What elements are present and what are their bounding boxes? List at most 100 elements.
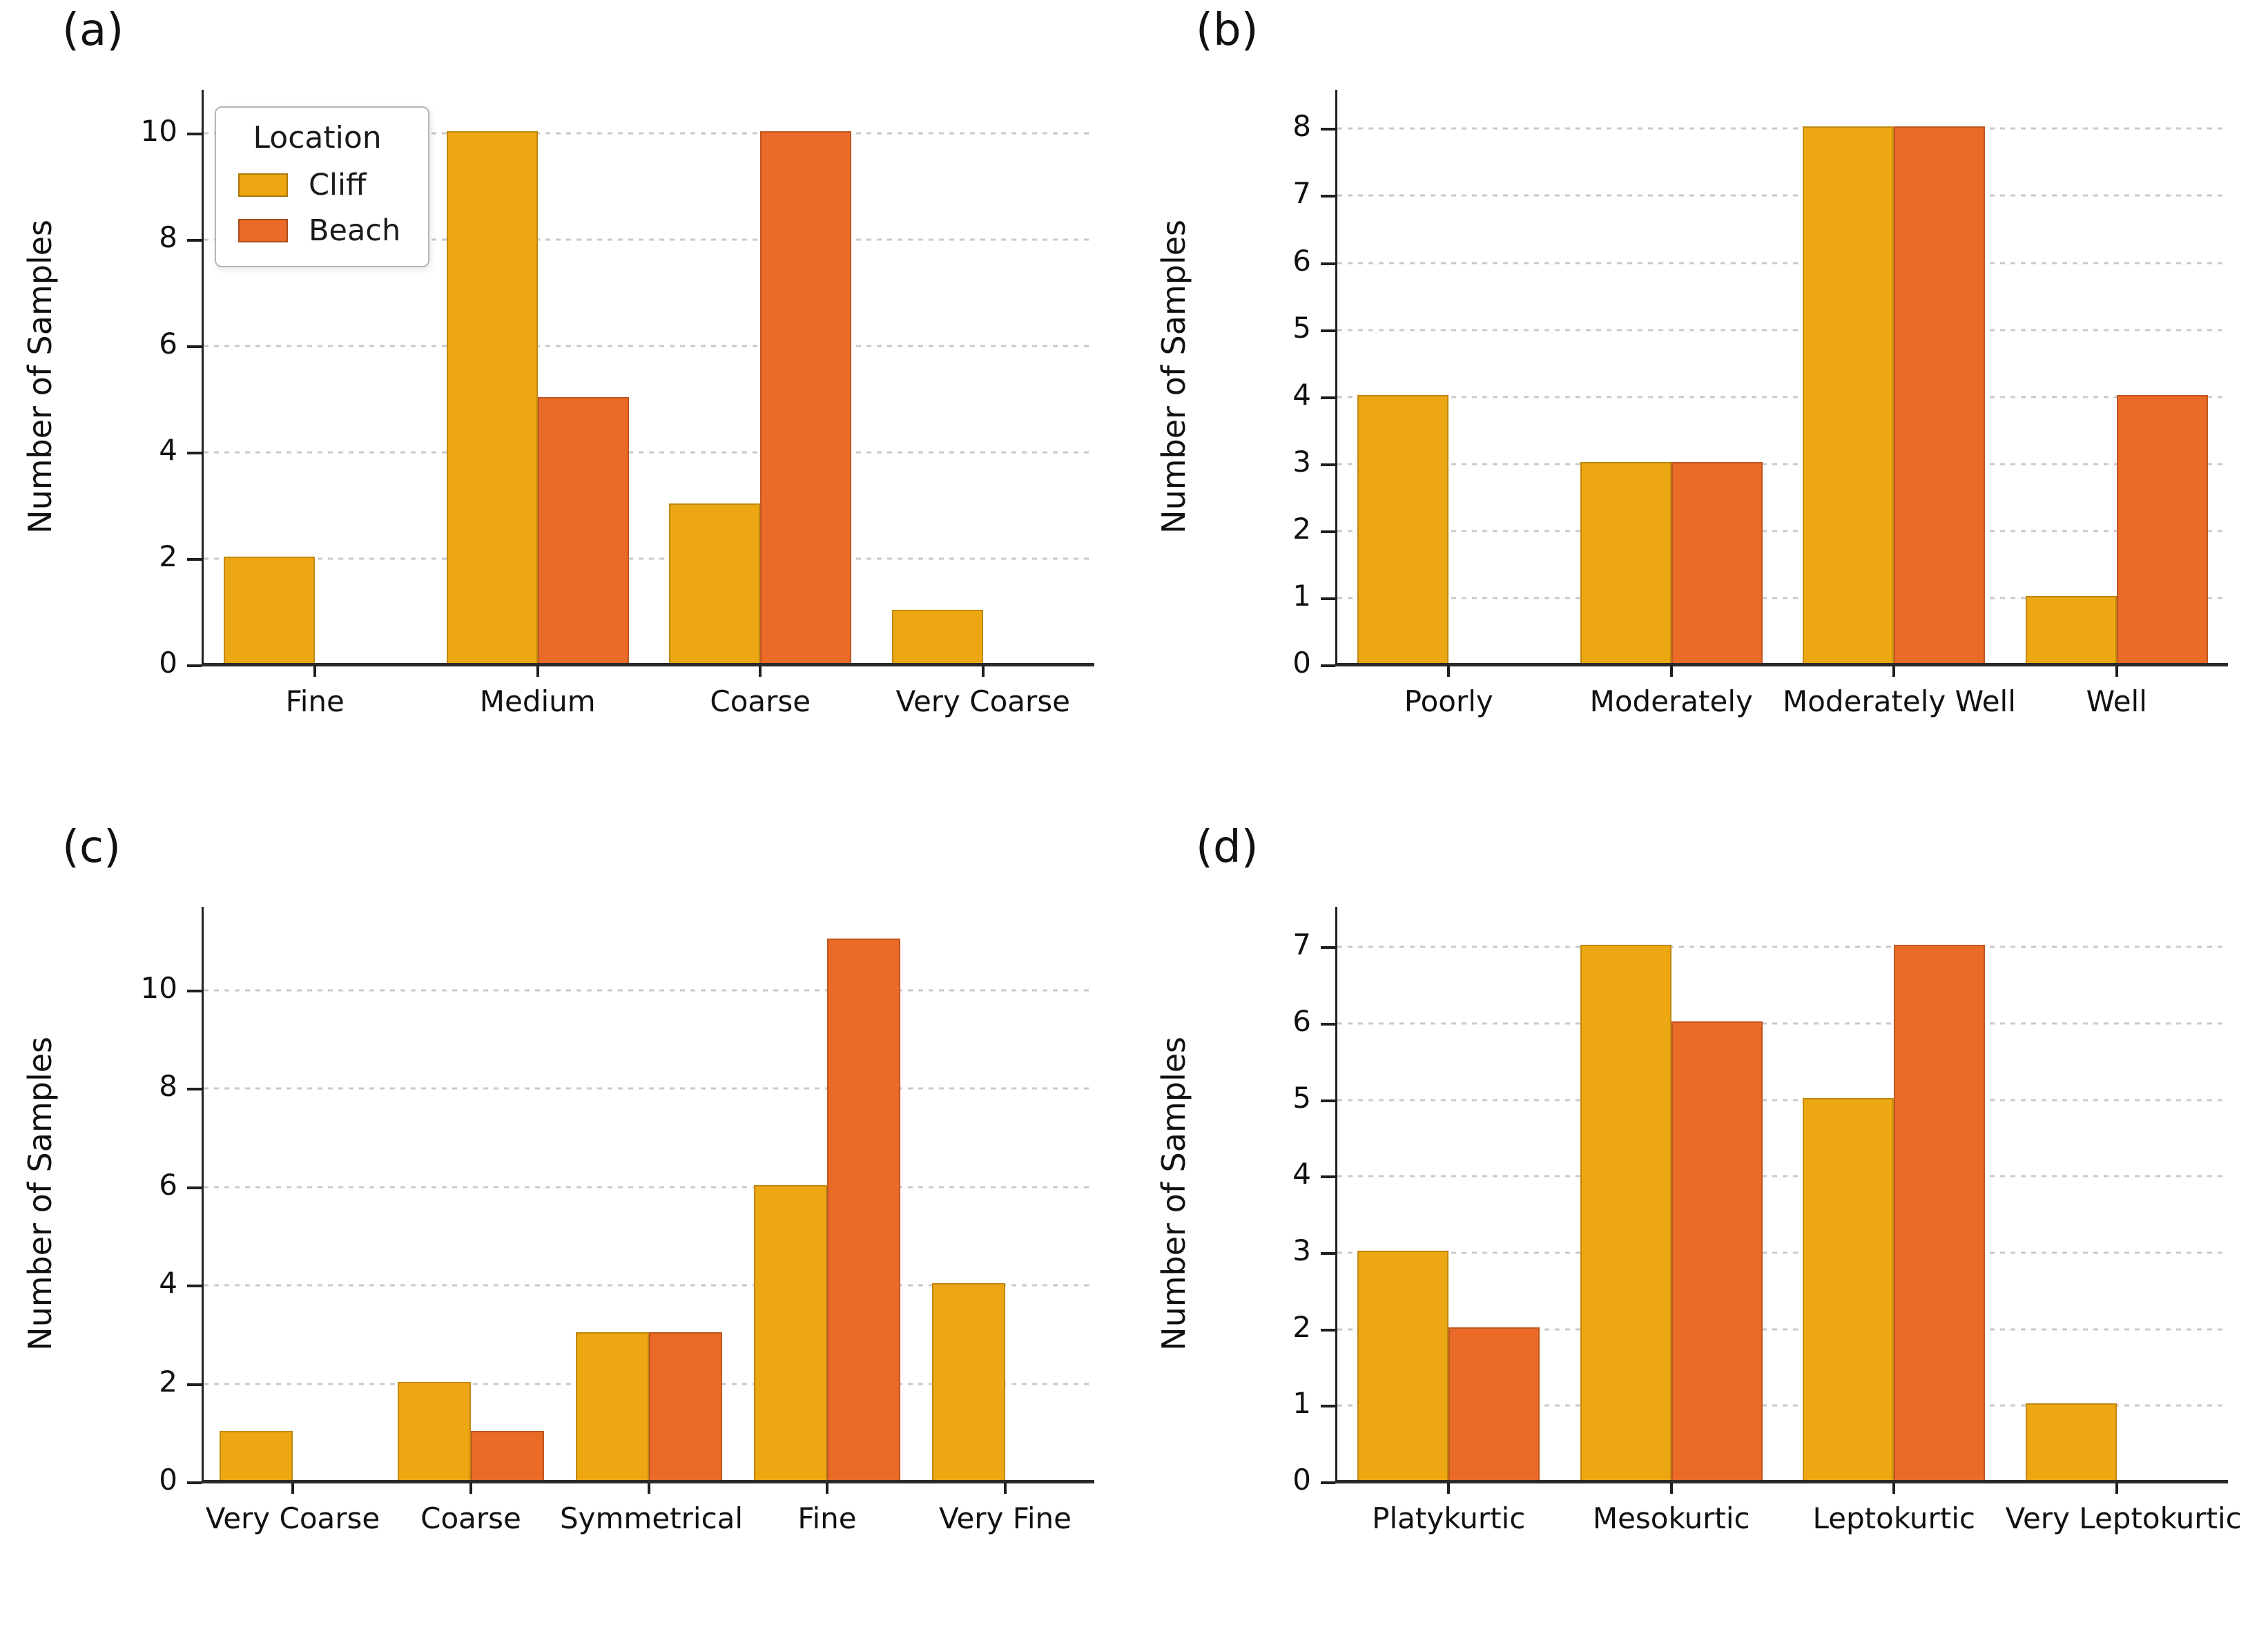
x-tick-label: Very Coarse [895,684,1071,718]
bar-cliff-very-leptokurtic [2025,1403,2117,1480]
bar-cliff-poorly [1357,394,1449,663]
gridline [1337,396,2228,398]
y-tick-label: 0 [159,646,177,680]
gridline [1337,1175,2228,1178]
y-tick-mark [1321,128,1335,131]
x-tick-mark [759,666,762,677]
y-tick-label: 8 [1292,109,1311,144]
panel-c: (c) Number of Samples 0 2 4 6 8 10 Very Coarse… [0,817,1134,1634]
gridline [204,451,1094,454]
gridline [204,1087,1094,1090]
gridline [1337,597,2228,599]
y-tick-mark [1321,1099,1335,1102]
gridline [1337,262,2228,265]
gridline [204,557,1094,560]
x-tick-label: Very Leptokurtic [2005,1501,2242,1535]
x-tick-label: Moderately [1589,684,1753,718]
x-tick-label: Symmetrical [560,1501,744,1535]
x-tick-mark [536,666,539,677]
y-tick-label: 7 [1292,927,1311,962]
bar-cliff-very-coarse [891,610,983,663]
y-tick-label: 8 [159,1069,177,1104]
y-axis-label: Number of Samples [21,219,59,534]
y-tick-mark [1321,1328,1335,1332]
x-tick-label: Fine [285,684,345,718]
x-tick-mark [648,1483,650,1494]
y-tick-mark [187,558,202,561]
gridline [1337,329,2228,331]
y-tick-mark [187,1285,202,1288]
bar-beach-platykurtic [1448,1327,1540,1480]
x-tick-mark [1892,1483,1896,1494]
panel-b: (b) Number of Samples 0 1 2 3 4 5 6 7 8 Poorly Mod… [1134,0,2268,817]
bar-cliff-symmetrical [576,1332,649,1480]
y-tick-mark [187,239,202,242]
x-tick-mark [1447,1483,1451,1494]
gridline [1337,1328,2228,1331]
x-tick-mark [2115,1483,2118,1494]
y-tick-mark [1321,1175,1335,1179]
y-tick-label: 4 [1292,1157,1311,1191]
y-tick-mark [1321,396,1335,399]
x-tick-label: Poorly [1404,684,1493,718]
y-tick-label: 5 [1292,1080,1311,1115]
y-tick-label: 6 [1292,243,1311,278]
bar-cliff-well [2025,595,2117,663]
bar-cliff-very-fine [932,1283,1005,1480]
gridline [1337,194,2228,197]
y-tick-label: 6 [159,327,177,361]
bar-beach-coarse [471,1430,544,1480]
x-tick-mark [1669,1483,1673,1494]
plot-area-d: 0 1 2 3 4 5 6 7 Platykurtic Mesokurtic Leptokurtic… [1292,907,2242,1535]
x-tick-label: Very Fine [938,1501,1072,1535]
bar-beach-leptokurtic [1894,945,1986,1480]
x-tick-mark [1669,666,1673,677]
y-tick-mark [187,1088,202,1091]
y-tick-mark [187,1383,202,1386]
legend-item-cliff: Cliff [234,168,400,202]
y-tick-label: 10 [140,970,177,1005]
y-axis-label: Number of Samples [1155,1036,1192,1351]
bar-beach-medium [537,397,629,663]
y-tick-mark [187,664,202,667]
y-tick-mark [187,452,202,455]
bar-cliff-moderately-well [1803,126,1894,663]
y-tick-mark [1321,1481,1335,1484]
y-tick-label: 3 [1292,444,1311,479]
gridline [1337,1022,2228,1025]
y-tick-label: 8 [159,220,177,255]
y-tick-label: 10 [140,114,177,148]
y-axis-label: Number of Samples [1155,219,1192,534]
y-tick-label: 0 [1292,1463,1311,1497]
panel-d: (d) Number of Samples 0 1 2 3 4 5 6 7 Platykurti… [1134,817,2268,1634]
y-tick-label: 5 [1292,310,1311,345]
x-tick-mark [1447,666,1451,677]
x-tick-mark [1004,1483,1007,1494]
bar-beach-coarse [760,131,852,663]
y-axis-label: Number of Samples [21,1036,59,1351]
y-tick-label: 6 [1292,1004,1311,1038]
bar-cliff-leptokurtic [1803,1097,1894,1480]
gridline [1337,463,2228,465]
bar-beach-symmetrical [649,1332,722,1480]
x-tick-mark [826,1483,828,1494]
x-tick-label: Very Coarse [205,1501,380,1535]
x-tick-label: Mesokurtic [1592,1501,1750,1535]
x-tick-mark [469,1483,472,1494]
x-tick-label: Platykurtic [1372,1501,1526,1535]
plot-area-a: Location Cliff Beach 0 2 4 6 8 10 Fine Medium Co… [141,90,1094,718]
panel-label-c: (c) [62,822,122,873]
y-tick-label: 2 [159,539,177,573]
y-tick-mark [1321,1252,1335,1255]
x-tick-label: Well [2086,684,2147,718]
bar-cliff-mesokurtic [1580,945,1671,1480]
y-axis-label-wrap: Number of Samples [19,90,61,663]
legend-title: Location [253,120,382,155]
bar-cliff-coarse [669,503,761,663]
legend-label-cliff: Cliff [309,168,367,202]
panel-label-d: (d) [1196,822,1259,873]
x-tick-mark [313,666,317,677]
y-tick-label: 7 [1292,176,1311,211]
plot-area-b: 0 1 2 3 4 5 6 7 8 Poorly Moderately Moderately Well… [1292,90,2228,718]
x-tick-mark [2115,666,2118,677]
